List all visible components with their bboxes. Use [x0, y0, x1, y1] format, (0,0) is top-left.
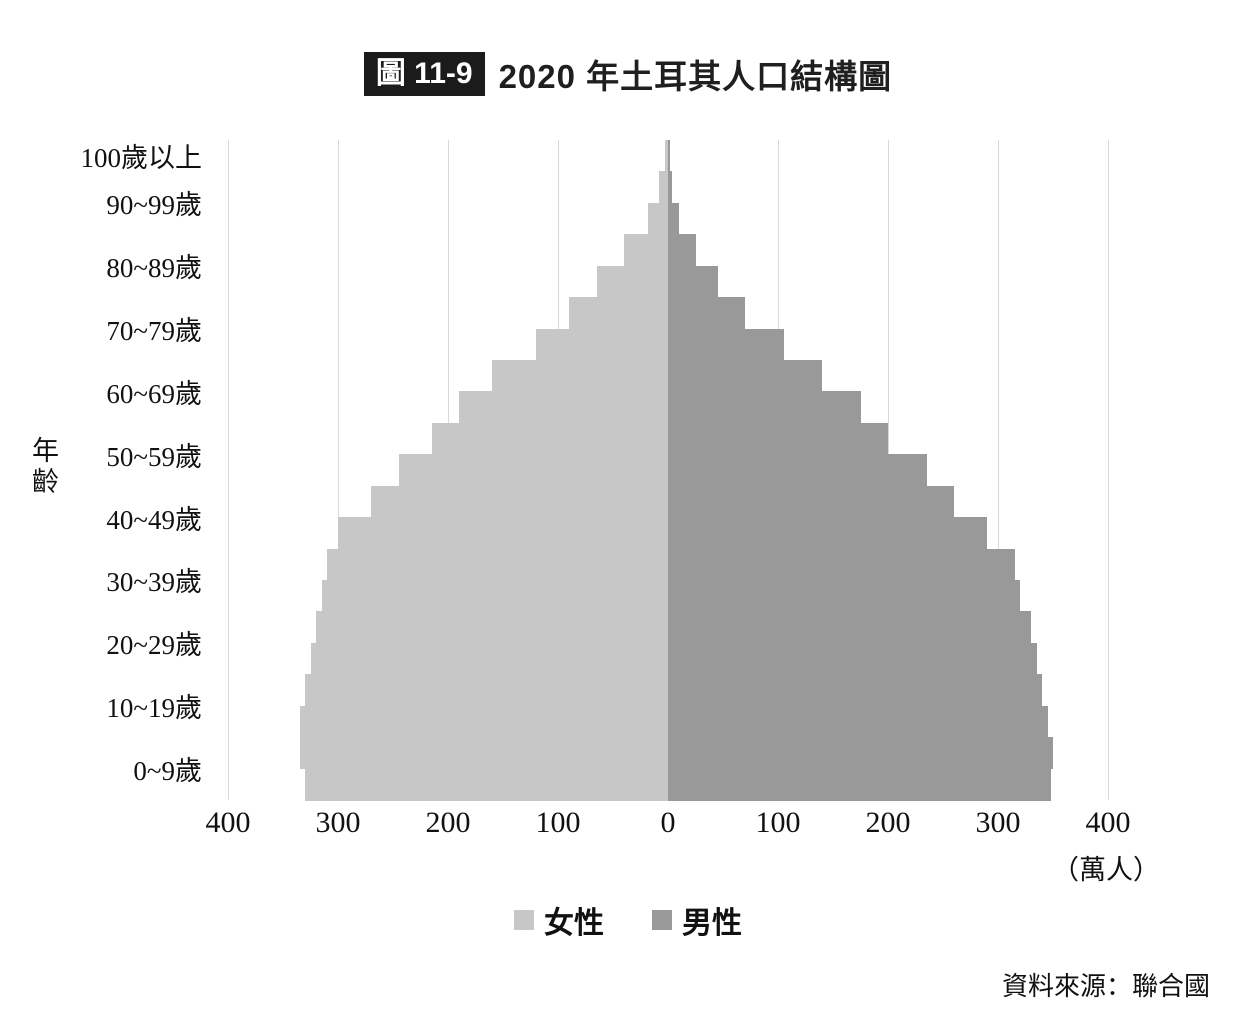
figure-number-badge: 圖 11-9: [363, 52, 485, 96]
pyramid-bar-女性-65-69: [492, 360, 668, 393]
pyramid-bar-男性-55-59: [668, 422, 888, 455]
x-axis-tick-label: 400: [205, 806, 251, 839]
age-axis-label: 10~19歲: [106, 693, 202, 724]
age-axis-label: 100歲以上: [80, 143, 203, 174]
x-axis-ticks: 400 300 200 100 0 100 200 300 400: [206, 806, 1131, 848]
legend-item-male: 男性: [652, 898, 742, 942]
pyramid-bar-男性-45-49: [668, 485, 954, 518]
legend-label-male: 男性: [682, 907, 742, 940]
age-axis-label: 0~9歲: [133, 755, 202, 786]
pyramid-bar-女性-95-99: [659, 171, 668, 204]
pyramid-bar-男性-15-19: [668, 674, 1042, 707]
x-axis-tick-label: 100: [535, 806, 581, 839]
pyramid-bar-男性-80-84: [668, 265, 718, 298]
pyramid-bar-女性-75-79: [569, 297, 668, 330]
legend-label-female: 女性: [544, 907, 604, 940]
age-axis-label: 90~99歲: [106, 190, 202, 221]
age-axis-label: 30~39歲: [106, 567, 202, 598]
pyramid-bar-男性-5-9: [668, 737, 1053, 770]
source-note: 資料來源：聯合國: [1001, 971, 1210, 1001]
x-axis-tick-label: 400: [1085, 806, 1131, 839]
age-axis-label: 50~59歲: [106, 441, 202, 472]
pyramid-bar-男性-100+: [668, 140, 671, 173]
legend: 女性 男性: [0, 898, 1256, 942]
pyramid-bar-女性-35-39: [327, 548, 668, 581]
pyramid-bar-女性-10-14: [299, 705, 668, 738]
gridline: [338, 140, 339, 800]
pyramid-bar-女性-15-19: [305, 674, 668, 707]
figure-title: 2020 年土耳其人口結構圖: [498, 58, 893, 95]
age-axis-label: 80~89歲: [106, 253, 202, 284]
pyramid-bar-女性-55-59: [431, 422, 668, 455]
pyramid-bar-男性-85-89: [668, 234, 696, 267]
pyramid-bar-男性-75-79: [668, 297, 745, 330]
pyramid-bar-女性-30-34: [321, 580, 668, 613]
pyramid-bar-男性-65-69: [668, 360, 822, 393]
gridline: [998, 140, 999, 800]
pyramid-bar-女性-60-64: [459, 391, 668, 424]
gridline: [228, 140, 229, 800]
female-color-swatch: [514, 910, 534, 930]
pyramid-bar-女性-5-9: [299, 737, 668, 770]
pyramid-bar-男性-60-64: [668, 391, 861, 424]
pyramid-bar-女性-20-24: [310, 642, 668, 675]
age-axis-label: 20~29歲: [106, 630, 202, 661]
age-axis-label: 70~79歲: [106, 316, 202, 347]
x-axis-tick-label: 0: [660, 806, 676, 839]
pyramid-bar-男性-40-44: [668, 517, 987, 550]
age-axis-labels: 100歲以上 90~99歲 80~89歲 70~79歲 60~69歲 50~59歲 40~4…: [0, 140, 218, 800]
x-axis-tick-label: 300: [975, 806, 1021, 839]
gridline: [1108, 140, 1109, 800]
pyramid-bar-女性-40-44: [338, 517, 668, 550]
y-axis-label: 年齡: [28, 436, 58, 498]
pyramid-bar-女性-25-29: [316, 611, 668, 644]
pyramid-bar-男性-35-39: [668, 548, 1015, 581]
pyramid-bar-女性-80-84: [596, 265, 668, 298]
pyramid-bar-男性-25-29: [668, 611, 1031, 644]
pyramid-bar-男性-70-74: [668, 328, 784, 361]
male-color-swatch: [652, 910, 672, 930]
unit-label: （萬人）: [1052, 855, 1160, 885]
pyramid-bar-女性-45-49: [371, 485, 668, 518]
pyramid-bar-男性-0-4: [668, 768, 1051, 801]
pyramid-bar-男性-95-99: [668, 171, 673, 204]
plot-area: [228, 140, 1109, 801]
age-axis-label: 60~69歲: [106, 378, 202, 409]
pyramid-bar-男性-30-34: [668, 580, 1020, 613]
pyramid-bar-女性-0-4: [305, 768, 668, 801]
figure-title-row: 圖 11-9 2020 年土耳其人口結構圖: [0, 50, 1256, 98]
pyramid-bar-男性-50-54: [668, 454, 927, 487]
pyramid-bar-女性-100+: [664, 140, 668, 173]
pyramid-bar-男性-90-94: [668, 202, 679, 235]
pyramid-bar-女性-70-74: [536, 328, 668, 361]
pyramid-bar-女性-50-54: [398, 454, 668, 487]
pyramid-bar-女性-85-89: [624, 234, 668, 267]
pyramid-bar-女性-90-94: [648, 202, 668, 235]
x-axis-tick-label: 300: [315, 806, 361, 839]
x-axis-tick-label: 200: [425, 806, 471, 839]
pyramid-bar-男性-10-14: [668, 705, 1048, 738]
legend-item-female: 女性: [514, 898, 604, 942]
x-axis-tick-label: 100: [755, 806, 801, 839]
age-axis-label: 40~49歲: [106, 504, 202, 535]
pyramid-bar-男性-20-24: [668, 642, 1037, 675]
x-axis-tick-label: 200: [865, 806, 911, 839]
